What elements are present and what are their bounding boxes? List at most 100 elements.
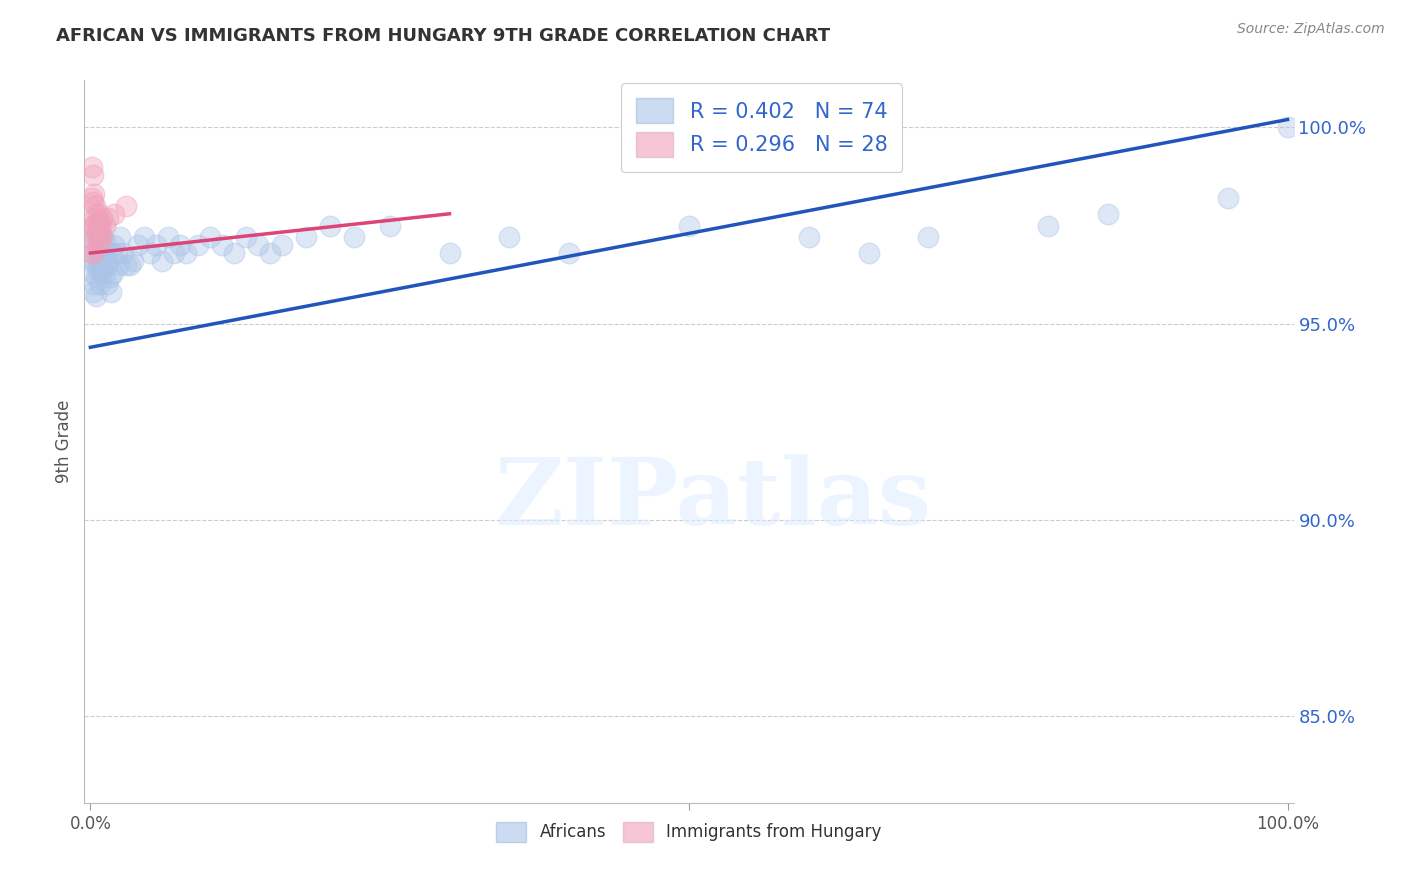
- Point: [127, 238, 149, 252]
- Point: [91, 230, 114, 244]
- Point: [82, 194, 104, 209]
- Point: [89, 258, 111, 272]
- Point: [678, 219, 700, 233]
- Point: [98, 269, 121, 284]
- Point: [558, 246, 581, 260]
- Point: [82, 219, 104, 233]
- Point: [82, 246, 104, 260]
- Point: [858, 246, 880, 260]
- Point: [86, 246, 108, 260]
- Point: [270, 238, 292, 252]
- Point: [87, 227, 110, 241]
- Point: [145, 238, 167, 252]
- Point: [163, 246, 186, 260]
- Point: [86, 214, 108, 228]
- Point: [110, 230, 132, 244]
- Point: [86, 269, 108, 284]
- Point: [115, 199, 138, 213]
- Point: [235, 230, 257, 244]
- Point: [319, 219, 342, 233]
- Point: [82, 266, 104, 280]
- Point: [174, 246, 197, 260]
- Point: [917, 230, 939, 244]
- Point: [90, 222, 112, 236]
- Point: [498, 230, 520, 244]
- Point: [80, 219, 103, 233]
- Point: [83, 187, 105, 202]
- Point: [97, 258, 120, 272]
- Point: [211, 238, 233, 252]
- Point: [115, 258, 138, 272]
- Point: [93, 242, 115, 256]
- Text: Source: ZipAtlas.com: Source: ZipAtlas.com: [1237, 22, 1385, 37]
- Point: [93, 266, 115, 280]
- Point: [84, 258, 107, 272]
- Point: [797, 230, 820, 244]
- Point: [89, 234, 111, 248]
- Point: [80, 160, 103, 174]
- Point: [1097, 207, 1119, 221]
- Point: [86, 207, 108, 221]
- Point: [87, 227, 110, 241]
- Point: [84, 199, 107, 213]
- Point: [93, 219, 115, 233]
- Point: [1036, 219, 1059, 233]
- Point: [86, 219, 108, 233]
- Point: [103, 207, 125, 221]
- Point: [89, 277, 111, 292]
- Point: [86, 238, 108, 252]
- Point: [96, 277, 118, 292]
- Point: [89, 214, 111, 228]
- Point: [86, 289, 108, 303]
- Point: [105, 246, 128, 260]
- Point: [89, 234, 111, 248]
- Point: [86, 227, 108, 241]
- Point: [90, 246, 112, 260]
- Text: ZIPatlas: ZIPatlas: [495, 454, 932, 544]
- Point: [343, 230, 366, 244]
- Point: [93, 258, 115, 272]
- Point: [83, 234, 105, 248]
- Point: [93, 234, 115, 248]
- Point: [83, 211, 105, 225]
- Point: [91, 230, 114, 244]
- Point: [246, 238, 269, 252]
- Point: [82, 285, 104, 300]
- Point: [103, 238, 125, 252]
- Point: [91, 253, 114, 268]
- Point: [80, 191, 103, 205]
- Point: [187, 238, 209, 252]
- Point: [157, 230, 180, 244]
- Point: [439, 246, 461, 260]
- Point: [108, 258, 131, 272]
- Y-axis label: 9th Grade: 9th Grade: [55, 400, 73, 483]
- Point: [84, 230, 107, 244]
- Point: [169, 238, 191, 252]
- Point: [378, 219, 401, 233]
- Text: AFRICAN VS IMMIGRANTS FROM HUNGARY 9TH GRADE CORRELATION CHART: AFRICAN VS IMMIGRANTS FROM HUNGARY 9TH G…: [56, 27, 831, 45]
- Point: [86, 261, 108, 276]
- Point: [87, 253, 110, 268]
- Point: [259, 246, 281, 260]
- Point: [122, 253, 145, 268]
- Point: [222, 246, 245, 260]
- Legend: Africans, Immigrants from Hungary: Africans, Immigrants from Hungary: [489, 815, 889, 848]
- Point: [134, 230, 156, 244]
- Point: [87, 207, 110, 221]
- Point: [80, 238, 103, 252]
- Point: [82, 168, 104, 182]
- Point: [97, 211, 120, 225]
- Point: [295, 230, 318, 244]
- Point: [118, 258, 141, 272]
- Point: [94, 246, 117, 260]
- Point: [83, 253, 105, 268]
- Point: [100, 285, 122, 300]
- Point: [101, 246, 124, 260]
- Point: [150, 253, 173, 268]
- Point: [1277, 120, 1299, 135]
- Point: [198, 230, 221, 244]
- Point: [101, 266, 124, 280]
- Point: [1216, 191, 1239, 205]
- Point: [91, 211, 114, 225]
- Point: [96, 253, 118, 268]
